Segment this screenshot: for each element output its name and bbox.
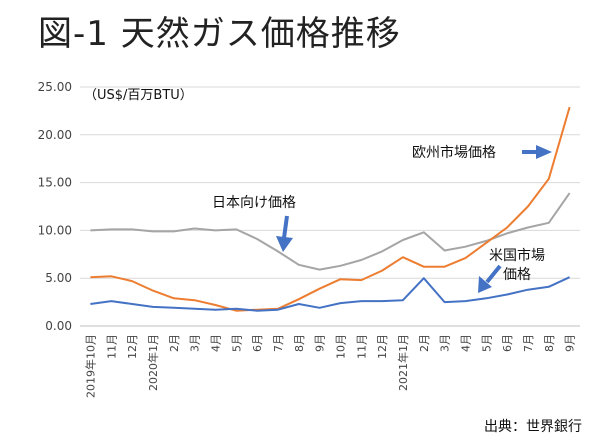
x-tick-label: 3月: [439, 334, 452, 352]
x-tick-label: 9月: [564, 334, 577, 352]
chart-title: 図-1 天然ガス価格推移: [38, 14, 401, 54]
x-tick-label: 9月: [314, 334, 327, 352]
series-line-1: [90, 106, 571, 312]
x-tick-label: 2020年1月: [146, 334, 160, 391]
x-tick-label: 2021年1月: [396, 334, 410, 391]
x-tick-label: 12月: [126, 334, 139, 359]
x-tick-label: 2019年10月: [83, 334, 97, 398]
annotation-us-line2: 価格: [503, 267, 531, 283]
x-tick-label: 6月: [251, 334, 264, 352]
x-tick-label: 7月: [522, 334, 535, 352]
x-tick-label: 4月: [459, 334, 472, 352]
x-tick-label: 12月: [376, 334, 389, 359]
grid-lines: [80, 86, 580, 327]
y-axis-tick-labels: 0.00 5.00 10.00 15.00 20.00 25.00: [38, 80, 72, 333]
x-tick-label: 5月: [480, 334, 493, 352]
x-tick-label: 5月: [230, 334, 243, 352]
annotation-europe: 欧州市場価格: [412, 144, 496, 161]
series-line-2: [90, 276, 571, 312]
x-tick-label: 2月: [418, 334, 431, 352]
x-tick-label: 7月: [272, 334, 285, 352]
y-axis-unit-label: （US$/百万BTU）: [84, 88, 193, 103]
x-tick-label: 10月: [334, 334, 347, 359]
y-tick-label: 0.00: [45, 319, 72, 333]
x-tick-label: 4月: [209, 334, 222, 352]
x-tick-label: 11月: [355, 334, 368, 359]
y-tick-label: 15.00: [38, 176, 72, 190]
arrow-down-icon: [276, 215, 293, 252]
y-tick-label: 20.00: [38, 128, 72, 142]
x-tick-label: 11月: [105, 334, 118, 359]
x-tick-label: 8月: [543, 334, 556, 352]
y-tick-label: 10.00: [38, 223, 72, 237]
x-tick-label: 6月: [501, 334, 514, 352]
x-tick-label: 8月: [293, 334, 306, 352]
series-lines: [90, 106, 571, 312]
annotation-us-line1: 米国市場: [489, 247, 545, 264]
source-note: 出典：世界銀行: [484, 419, 582, 435]
y-tick-label: 5.00: [45, 271, 72, 285]
x-axis-tick-labels: 2019年10月 11月 12月 2020年1月 2月 3月 4月 5月 6月 7月 8月 9月 10月…: [83, 334, 576, 398]
x-tick-label: 2月: [168, 334, 181, 352]
arrow-down-left-icon: [478, 264, 502, 293]
arrow-right-icon: [522, 145, 552, 159]
y-tick-label: 25.00: [38, 80, 72, 94]
x-tick-label: 3月: [189, 334, 202, 352]
annotation-japan: 日本向け価格: [212, 195, 296, 211]
